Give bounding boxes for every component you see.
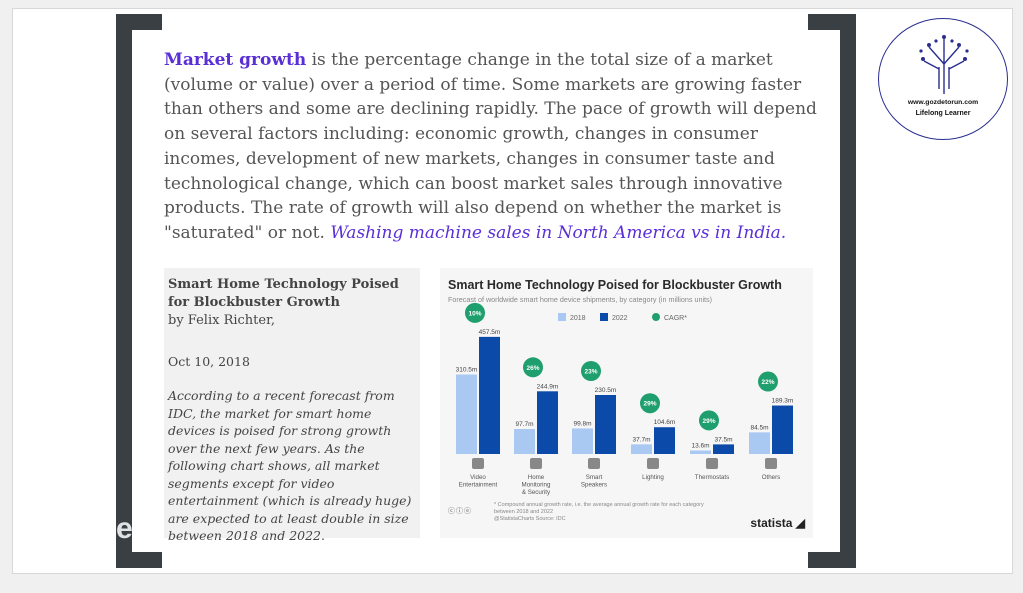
- value-label-2018: 310.5m: [456, 367, 478, 374]
- chart-svg: 2018 2022 CAGR* 310.5m 457.5m 10% VideoEnterta…: [456, 302, 794, 496]
- category-icon: [765, 458, 777, 469]
- cagr-badge: [523, 357, 543, 378]
- value-label-2022: 37.5m: [714, 436, 732, 443]
- prezi-watermark: ezi: [116, 512, 157, 545]
- value-label-2022: 244.9m: [537, 383, 559, 390]
- market-growth-paragraph: Market growth is the percentage change i…: [164, 48, 824, 246]
- bar-2018: [514, 428, 535, 454]
- legend-swatch: [558, 313, 566, 321]
- bar-2022: [595, 394, 616, 454]
- article-title: Smart Home Technology Poised for Blockbu…: [168, 277, 399, 310]
- legend-swatch: [652, 313, 660, 321]
- value-label-2018: 13.6m: [691, 443, 709, 450]
- bar-2018: [456, 374, 477, 454]
- bar-2022: [713, 444, 734, 454]
- article-byline: by Felix Richter,: [168, 313, 276, 328]
- category-label: Monitoring: [522, 482, 551, 489]
- cagr-badge: [581, 360, 601, 381]
- market-growth-keyword: Market growth: [164, 50, 307, 70]
- value-label-2018: 84.5m: [750, 424, 768, 431]
- frame-right-bar: [840, 14, 856, 568]
- creative-commons-icon: ⓒⓘⓔ: [448, 508, 472, 515]
- frame-bottom-left: [116, 552, 162, 568]
- category-label: Smart: [586, 474, 603, 481]
- frame-top-left: [116, 14, 162, 30]
- cagr-label: 10%: [468, 310, 481, 317]
- bar-2022: [772, 405, 793, 454]
- cagr-label: 26%: [526, 365, 539, 372]
- cagr-label: 23%: [584, 368, 597, 375]
- bar-2022: [537, 391, 558, 454]
- chart-footnote: * Compound annual growth rate, i.e. the …: [494, 502, 704, 522]
- logo-tagline: Lifelong Learner: [915, 110, 971, 117]
- category-label: Others: [762, 474, 781, 481]
- frame-bottom-right: [808, 552, 856, 568]
- category-icon: [588, 458, 600, 469]
- paragraph-text: is the percentage change in the total si…: [164, 50, 817, 243]
- legend-label: CAGR*: [664, 315, 687, 322]
- category-label: Speakers: [581, 482, 607, 489]
- cagr-label: 29%: [643, 401, 656, 408]
- gozdetorun-logo: www.gozdetorun.com Lifelong Learner: [878, 18, 1008, 140]
- value-label-2022: 230.5m: [595, 387, 617, 394]
- bar-2018: [631, 444, 652, 454]
- legend-label: 2018: [570, 315, 586, 322]
- washing-machine-link[interactable]: Washing machine sales in North America v…: [330, 222, 787, 243]
- category-label: Thermostats: [695, 474, 729, 481]
- value-label-2018: 37.7m: [632, 436, 650, 443]
- article-body: According to a recent forecast from IDC,…: [168, 388, 412, 543]
- chart-subtitle: Forecast of worldwide smart home device …: [448, 295, 713, 304]
- cagr-badge: [465, 302, 485, 323]
- chart-title: Smart Home Technology Poised for Blockbu…: [448, 278, 782, 292]
- category-label: Entertainment: [459, 482, 498, 489]
- bar-2022: [479, 336, 500, 454]
- cagr-label: 29%: [702, 418, 715, 425]
- statista-brand: statista ◢: [750, 516, 805, 530]
- tree-pencil-icon: [919, 35, 969, 94]
- category-icon: [530, 458, 542, 469]
- cagr-badge: [640, 393, 660, 414]
- cagr-badge: [758, 371, 778, 392]
- bar-2018: [572, 428, 593, 454]
- category-icon: [472, 458, 484, 469]
- bar-2018: [749, 432, 770, 454]
- value-label-2018: 97.7m: [515, 421, 533, 428]
- value-label-2018: 99.8m: [573, 420, 591, 427]
- legend-label: 2022: [612, 315, 628, 322]
- statista-chart: 2018 2022 CAGR* 310.5m 457.5m 10% Video Enterta…: [440, 268, 813, 538]
- cagr-label: 22%: [761, 379, 774, 386]
- frame-left-bar: [116, 14, 132, 568]
- article-card: Smart Home Technology Poised for Blockbu…: [164, 268, 420, 543]
- legend-swatch: [600, 313, 608, 321]
- value-label-2022: 104.6m: [654, 419, 676, 426]
- category-label: Video: [470, 474, 486, 481]
- value-label-2022: 457.5m: [479, 329, 501, 336]
- logo-url: www.gozdetorun.com: [907, 99, 979, 106]
- bar-2022: [654, 427, 675, 454]
- value-label-2022: 189.3m: [772, 398, 794, 405]
- bar-2018: [690, 450, 711, 454]
- article-date: Oct 10, 2018: [168, 354, 250, 369]
- category-label: & Security: [522, 489, 551, 496]
- category-label: Home: [528, 474, 545, 481]
- category-label: Lighting: [642, 474, 664, 481]
- cagr-badge: [699, 410, 719, 431]
- category-icon: [647, 458, 659, 469]
- frame-top-right: [808, 14, 856, 30]
- category-icon: [706, 458, 718, 469]
